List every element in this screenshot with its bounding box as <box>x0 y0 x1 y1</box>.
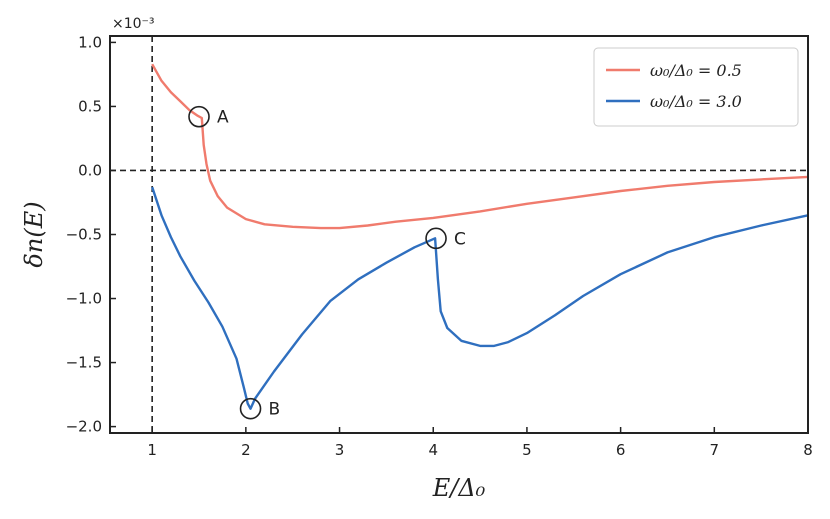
y-tick-label: 1.0 <box>78 33 102 51</box>
y-tick-label: −1.5 <box>66 354 102 372</box>
x-tick-label: 8 <box>803 441 813 459</box>
annotation-label-c: C <box>454 229 466 249</box>
y-axis-label: δn(E) <box>20 201 48 267</box>
annotation-marker-c <box>425 227 447 250</box>
legend-label-1: ω₀/Δ₀ = 0.5 <box>650 61 742 80</box>
x-tick-label: 2 <box>241 441 251 459</box>
series-layer <box>151 63 809 410</box>
y-tick-label: 0.5 <box>78 97 102 115</box>
annotation-marker-a <box>188 105 210 128</box>
ticks: 1 2 3 4 5 6 7 8 1.0 0.5 0.0 −0.5 −1.0 −1.5 −2.0 <box>66 33 813 459</box>
y-exponent-label: ×10⁻³ <box>112 16 155 32</box>
x-tick-label: 3 <box>335 441 345 459</box>
y-tick-label: 0.0 <box>78 161 102 179</box>
annotation-label-a: A <box>217 108 229 128</box>
series-line-2 <box>151 186 809 410</box>
x-axis-label: E/Δ₀ <box>432 474 486 502</box>
annotations: A B C <box>188 105 466 420</box>
annotation-label-b: B <box>269 400 281 420</box>
legend-box <box>593 47 799 127</box>
annotation-marker-b <box>239 397 262 420</box>
legend: ω₀/Δ₀ = 0.5 ω₀/Δ₀ = 3.0 <box>593 47 799 127</box>
x-tick-label: 4 <box>428 441 438 459</box>
legend-label-2: ω₀/Δ₀ = 3.0 <box>650 92 742 111</box>
x-tick-label: 7 <box>710 441 720 459</box>
reference-lines <box>110 36 808 433</box>
x-tick-label: 1 <box>147 441 157 459</box>
y-tick-label: −2.0 <box>66 418 102 436</box>
x-tick-label: 5 <box>522 441 532 459</box>
series-line-1 <box>151 63 809 230</box>
x-tick-label: 6 <box>616 441 626 459</box>
y-tick-label: −1.0 <box>66 290 102 308</box>
y-tick-label: −0.5 <box>66 226 102 244</box>
